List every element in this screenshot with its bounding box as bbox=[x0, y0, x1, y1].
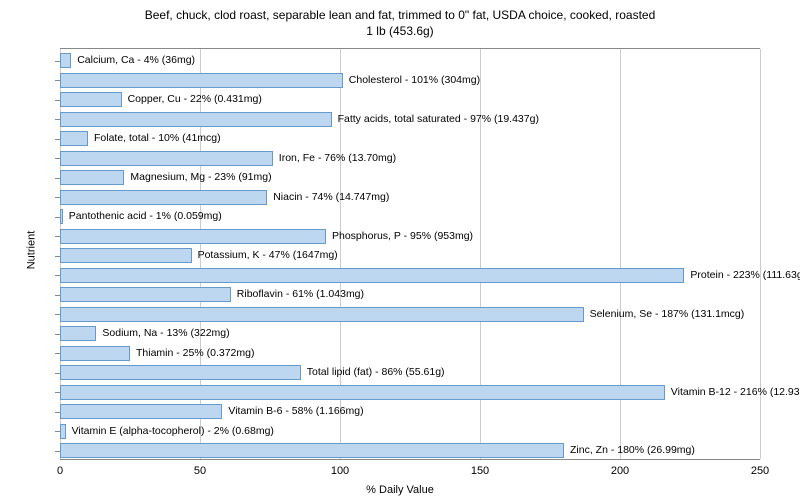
nutrient-label: Cholesterol - 101% (304mg) bbox=[349, 73, 480, 88]
nutrient-bar bbox=[60, 307, 584, 322]
y-tick bbox=[55, 314, 60, 315]
y-tick bbox=[55, 197, 60, 198]
nutrient-label: Riboflavin - 61% (1.043mg) bbox=[237, 287, 364, 302]
x-tick-label: 100 bbox=[331, 465, 349, 477]
y-tick bbox=[55, 256, 60, 257]
y-tick bbox=[55, 80, 60, 81]
nutrient-label: Fatty acids, total saturated - 97% (19.4… bbox=[338, 112, 539, 127]
nutrient-label: Total lipid (fat) - 86% (55.61g) bbox=[307, 365, 445, 380]
nutrient-bar bbox=[60, 92, 122, 107]
y-tick bbox=[55, 353, 60, 354]
nutrient-bar bbox=[60, 131, 88, 146]
x-tick-label: 250 bbox=[751, 465, 769, 477]
y-tick bbox=[55, 119, 60, 120]
nutrient-bar bbox=[60, 229, 326, 244]
nutrient-label: Selenium, Se - 187% (131.1mcg) bbox=[590, 307, 745, 322]
y-tick bbox=[55, 158, 60, 159]
chart-title: Beef, chuck, clod roast, separable lean … bbox=[0, 0, 800, 41]
nutrient-label: Thiamin - 25% (0.372mg) bbox=[136, 346, 254, 361]
y-tick bbox=[55, 139, 60, 140]
plot-area: 050100150200250Calcium, Ca - 4% (36mg)Ch… bbox=[60, 48, 760, 460]
nutrient-bar bbox=[60, 365, 301, 380]
x-tick-label: 0 bbox=[57, 465, 63, 477]
nutrient-label: Copper, Cu - 22% (0.431mg) bbox=[128, 92, 262, 107]
nutrient-label: Folate, total - 10% (41mcg) bbox=[94, 131, 221, 146]
nutrient-bar bbox=[60, 73, 343, 88]
y-tick bbox=[55, 334, 60, 335]
nutrient-label: Phosphorus, P - 95% (953mg) bbox=[332, 229, 473, 244]
nutrient-bar bbox=[60, 170, 124, 185]
y-tick bbox=[55, 431, 60, 432]
x-tick-label: 150 bbox=[471, 465, 489, 477]
nutrient-label: Sodium, Na - 13% (322mg) bbox=[102, 326, 229, 341]
nutrient-label: Vitamin B-12 - 216% (12.93mcg) bbox=[671, 385, 800, 400]
nutrient-label: Protein - 223% (111.63g) bbox=[690, 268, 800, 283]
title-line-1: Beef, chuck, clod roast, separable lean … bbox=[20, 8, 780, 24]
y-axis-label: Nutrient bbox=[25, 231, 37, 270]
y-tick bbox=[55, 100, 60, 101]
y-tick bbox=[55, 392, 60, 393]
nutrient-bar bbox=[60, 287, 231, 302]
y-tick bbox=[55, 61, 60, 62]
nutrient-bar bbox=[60, 268, 684, 283]
y-tick bbox=[55, 373, 60, 374]
x-axis-label: % Daily Value bbox=[366, 484, 434, 496]
y-tick bbox=[55, 275, 60, 276]
nutrient-bar bbox=[60, 424, 66, 439]
nutrient-bar bbox=[60, 209, 63, 224]
y-tick bbox=[55, 178, 60, 179]
nutrient-label: Magnesium, Mg - 23% (91mg) bbox=[130, 170, 271, 185]
nutrient-bar bbox=[60, 151, 273, 166]
nutrient-label: Pantothenic acid - 1% (0.059mg) bbox=[69, 209, 222, 224]
y-tick bbox=[55, 295, 60, 296]
y-tick bbox=[55, 451, 60, 452]
nutrient-label: Vitamin E (alpha-tocopherol) - 2% (0.68m… bbox=[72, 424, 274, 439]
nutrient-bar bbox=[60, 248, 192, 263]
nutrient-bar bbox=[60, 346, 130, 361]
nutrient-label: Potassium, K - 47% (1647mg) bbox=[198, 248, 338, 263]
nutrient-bar bbox=[60, 112, 332, 127]
nutrient-bar bbox=[60, 443, 564, 458]
nutrient-chart: Beef, chuck, clod roast, separable lean … bbox=[0, 0, 800, 500]
x-tick-label: 50 bbox=[194, 465, 206, 477]
nutrient-bar bbox=[60, 385, 665, 400]
nutrient-label: Iron, Fe - 76% (13.70mg) bbox=[279, 151, 396, 166]
nutrient-bar bbox=[60, 404, 222, 419]
nutrient-label: Vitamin B-6 - 58% (1.166mg) bbox=[228, 404, 363, 419]
y-tick bbox=[55, 412, 60, 413]
y-tick bbox=[55, 217, 60, 218]
nutrient-label: Zinc, Zn - 180% (26.99mg) bbox=[570, 443, 695, 458]
nutrient-label: Niacin - 74% (14.747mg) bbox=[273, 190, 389, 205]
nutrient-bar bbox=[60, 326, 96, 341]
nutrient-bar bbox=[60, 53, 71, 68]
nutrient-label: Calcium, Ca - 4% (36mg) bbox=[77, 53, 195, 68]
x-tick-label: 200 bbox=[611, 465, 629, 477]
nutrient-bar bbox=[60, 190, 267, 205]
y-tick bbox=[55, 236, 60, 237]
title-line-2: 1 lb (453.6g) bbox=[20, 24, 780, 40]
